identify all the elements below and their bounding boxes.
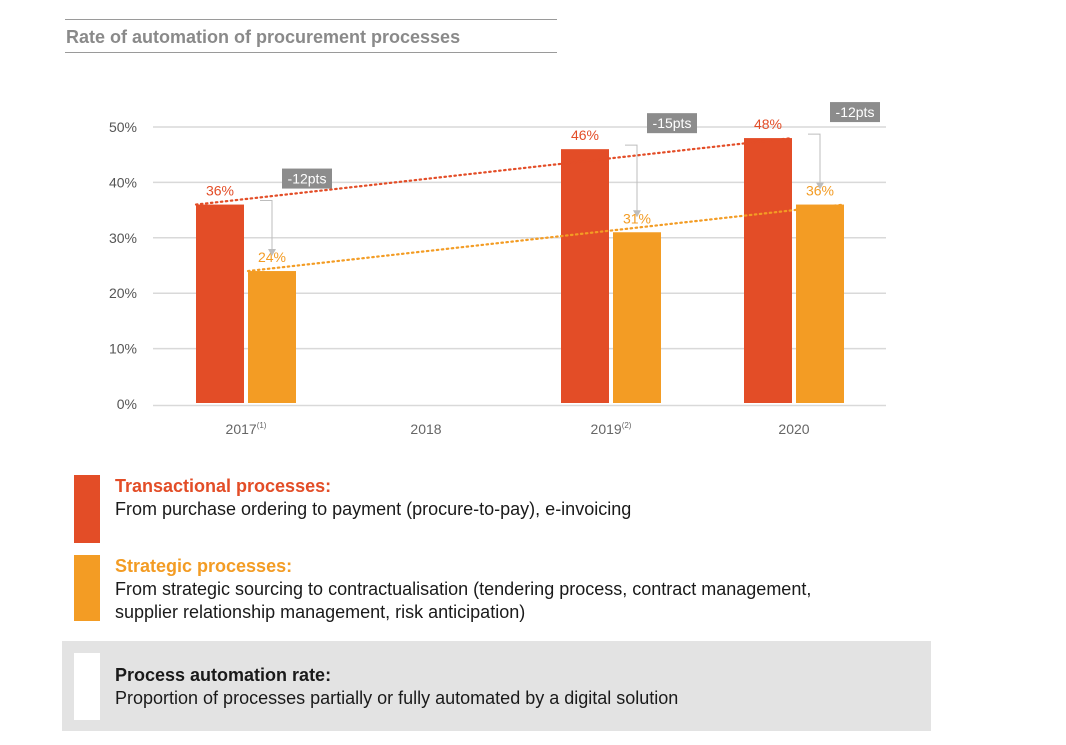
legend-heading-transactional: Transactional processes: bbox=[115, 476, 332, 496]
legend-description-strategic-line1: From strategic sourcing to contractualis… bbox=[115, 579, 812, 599]
y-tick-label: 0% bbox=[117, 396, 137, 412]
gap-badge-label: -12pts bbox=[288, 171, 327, 187]
gap-badge-label: -15pts bbox=[653, 115, 692, 131]
bar-chart: 0% 10% 20% 30% 40% 50% 36% 24% 2017(1) 2018 46% 31%… bbox=[109, 102, 886, 437]
definition-swatch bbox=[74, 653, 100, 720]
y-tick-label: 20% bbox=[109, 285, 137, 301]
gap-bracket bbox=[808, 133, 821, 187]
x-tick-label: 2018 bbox=[410, 421, 441, 437]
data-label: 36% bbox=[806, 183, 834, 199]
definition-box: Process automation rate: Proportion of p… bbox=[62, 641, 931, 731]
legend-description-transactional: From purchase ordering to payment (procu… bbox=[115, 499, 632, 519]
bar-strategic bbox=[796, 204, 844, 404]
down-arrow-icon bbox=[816, 182, 824, 190]
legend-swatch-strategic bbox=[74, 555, 100, 621]
data-label: 46% bbox=[571, 127, 599, 143]
chart-title-box: Rate of automation of procurement proces… bbox=[65, 19, 557, 53]
bar-transactional bbox=[744, 138, 792, 404]
y-tick-label: 30% bbox=[109, 230, 137, 246]
y-tick-label: 40% bbox=[109, 174, 137, 190]
legend-swatch-transactional bbox=[74, 475, 100, 543]
trend-line-transactional bbox=[194, 136, 794, 206]
y-tick-label: 50% bbox=[109, 119, 137, 135]
gap-badge-label: -12pts bbox=[836, 104, 875, 120]
bar-strategic bbox=[248, 271, 296, 404]
bar-transactional bbox=[561, 149, 609, 404]
bar-transactional bbox=[196, 204, 244, 404]
legend-heading-strategic: Strategic processes: bbox=[115, 556, 293, 576]
definition-heading: Process automation rate: bbox=[115, 665, 332, 685]
definition-text: Proportion of processes partially or ful… bbox=[115, 688, 679, 708]
trend-line-strategic bbox=[246, 203, 846, 273]
x-tick-label: 2020 bbox=[778, 421, 809, 437]
data-label: 48% bbox=[754, 116, 782, 132]
gap-badge bbox=[282, 168, 332, 189]
x-tick-label: 2017(1) bbox=[226, 421, 267, 437]
data-label: 36% bbox=[206, 183, 234, 199]
gap-badge bbox=[647, 113, 697, 134]
gap-badge bbox=[830, 102, 880, 123]
data-label: 31% bbox=[623, 210, 651, 226]
down-arrow-icon bbox=[633, 210, 641, 218]
down-arrow-icon bbox=[268, 249, 276, 257]
legend-description-strategic-line2: supplier relationship management, risk a… bbox=[115, 602, 526, 622]
chart-title: Rate of automation of procurement proces… bbox=[66, 27, 461, 47]
x-tick-label: 2019(2) bbox=[591, 421, 632, 437]
y-tick-label: 10% bbox=[109, 341, 137, 357]
gap-bracket bbox=[625, 144, 638, 215]
data-label: 24% bbox=[258, 249, 286, 265]
gap-bracket bbox=[260, 200, 273, 254]
bar-strategic bbox=[613, 232, 661, 404]
